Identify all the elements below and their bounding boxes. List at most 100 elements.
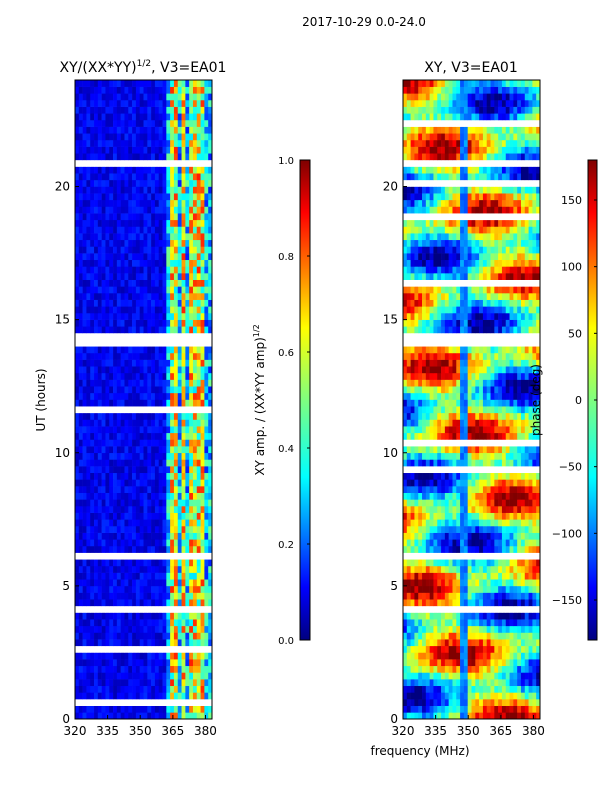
heatmap-cell <box>524 712 529 720</box>
heatmap-cell <box>403 712 408 720</box>
heatmap-cell <box>151 299 156 307</box>
heatmap-cell <box>189 159 194 167</box>
heatmap-cell <box>113 432 118 440</box>
heatmap-cell <box>181 213 186 221</box>
heatmap-cell <box>471 599 476 607</box>
heatmap-cell <box>200 93 205 101</box>
heatmap-cell <box>177 625 182 633</box>
heatmap-cell <box>166 632 171 640</box>
heatmap-cell <box>520 459 526 467</box>
heatmap-cell <box>173 259 179 267</box>
heatmap-cell <box>143 219 148 227</box>
heatmap-cell <box>204 386 209 394</box>
heatmap-cell <box>208 159 213 167</box>
heatmap-cell <box>166 106 171 114</box>
heatmap-cell <box>132 106 137 114</box>
heatmap-cell <box>501 559 507 567</box>
heatmap-cell <box>196 193 201 201</box>
heatmap-cell <box>75 146 80 154</box>
heatmap-cell <box>75 679 80 687</box>
heatmap-cell <box>97 273 102 280</box>
heatmap-cell <box>147 512 152 520</box>
heatmap-cell <box>135 326 140 334</box>
heatmap-cell <box>433 632 438 640</box>
heatmap-cell <box>86 392 91 400</box>
heatmap-cell <box>101 712 106 720</box>
heatmap-cell <box>208 705 213 713</box>
heatmap-cell <box>120 599 125 607</box>
heatmap-cell <box>196 312 201 320</box>
heatmap-cell <box>132 545 137 553</box>
heatmap-cell <box>486 572 491 580</box>
heatmap-cell <box>94 80 99 87</box>
heatmap-cell <box>75 712 80 720</box>
heatmap-cell <box>200 106 205 114</box>
heatmap-cell <box>196 659 201 667</box>
heatmap-cell <box>154 452 160 460</box>
heatmap-cell <box>437 519 442 527</box>
heatmap-cell <box>151 80 156 87</box>
heatmap-cell <box>185 619 190 627</box>
heatmap-cell <box>177 339 182 347</box>
heatmap-cell <box>128 213 133 221</box>
heatmap-cell <box>486 492 491 500</box>
heatmap-cell <box>158 412 163 420</box>
heatmap-cell <box>536 592 541 600</box>
heatmap-cell <box>132 366 137 374</box>
heatmap-cell <box>486 552 491 560</box>
heatmap-cell <box>139 93 144 101</box>
heatmap-cell <box>147 106 152 114</box>
heatmap-cell <box>524 492 529 500</box>
heatmap-cell <box>536 459 541 467</box>
heatmap-cell <box>448 632 453 640</box>
y-tick-label: 20 <box>55 180 70 194</box>
heatmap-cell <box>208 80 213 87</box>
heatmap-cell <box>86 486 91 493</box>
heatmap-cell <box>520 499 526 507</box>
heatmap-cell <box>94 126 99 134</box>
heatmap-cell <box>166 406 171 414</box>
heatmap-cell <box>452 605 457 613</box>
heatmap-cell <box>177 312 182 320</box>
heatmap-cell <box>97 459 102 467</box>
heatmap-cell <box>143 492 148 500</box>
heatmap-cell <box>135 392 140 400</box>
heatmap-cell <box>101 239 106 247</box>
heatmap-cell <box>75 106 80 114</box>
heatmap-cell <box>208 599 213 607</box>
heatmap-cell <box>109 685 114 693</box>
heatmap-cell <box>471 699 476 706</box>
heatmap-cell <box>158 499 163 507</box>
heatmap-cell <box>200 306 205 314</box>
heatmap-cell <box>170 545 175 553</box>
heatmap-cell <box>154 499 160 507</box>
heatmap-cell <box>204 179 209 187</box>
heatmap-cell <box>437 499 442 507</box>
heatmap-cell <box>170 379 175 387</box>
heatmap-cell <box>113 599 118 607</box>
heatmap-cell <box>97 246 102 254</box>
heatmap-cell <box>437 672 442 680</box>
heatmap-cell <box>425 439 430 447</box>
heatmap-cell <box>433 565 438 573</box>
heatmap-cell <box>86 306 91 314</box>
heatmap-cell <box>517 492 522 500</box>
heatmap-cell <box>75 213 80 221</box>
heatmap-cell <box>452 599 457 607</box>
heatmap-cell <box>418 452 423 460</box>
heatmap-cell <box>86 133 91 141</box>
heatmap-cell <box>143 406 148 414</box>
heatmap-cell <box>177 652 182 660</box>
heatmap-cell <box>162 559 167 567</box>
heatmap-cell <box>128 499 133 507</box>
heatmap-cell <box>151 539 156 547</box>
heatmap-cell <box>509 605 514 613</box>
heatmap-cell <box>151 552 156 560</box>
heatmap-cell <box>528 565 533 573</box>
heatmap-cell <box>94 712 99 720</box>
heatmap-cell <box>86 99 91 107</box>
heatmap-cell <box>158 233 163 241</box>
heatmap-cell <box>173 532 179 540</box>
heatmap-cell <box>448 532 453 540</box>
heatmap-cell <box>94 659 99 667</box>
